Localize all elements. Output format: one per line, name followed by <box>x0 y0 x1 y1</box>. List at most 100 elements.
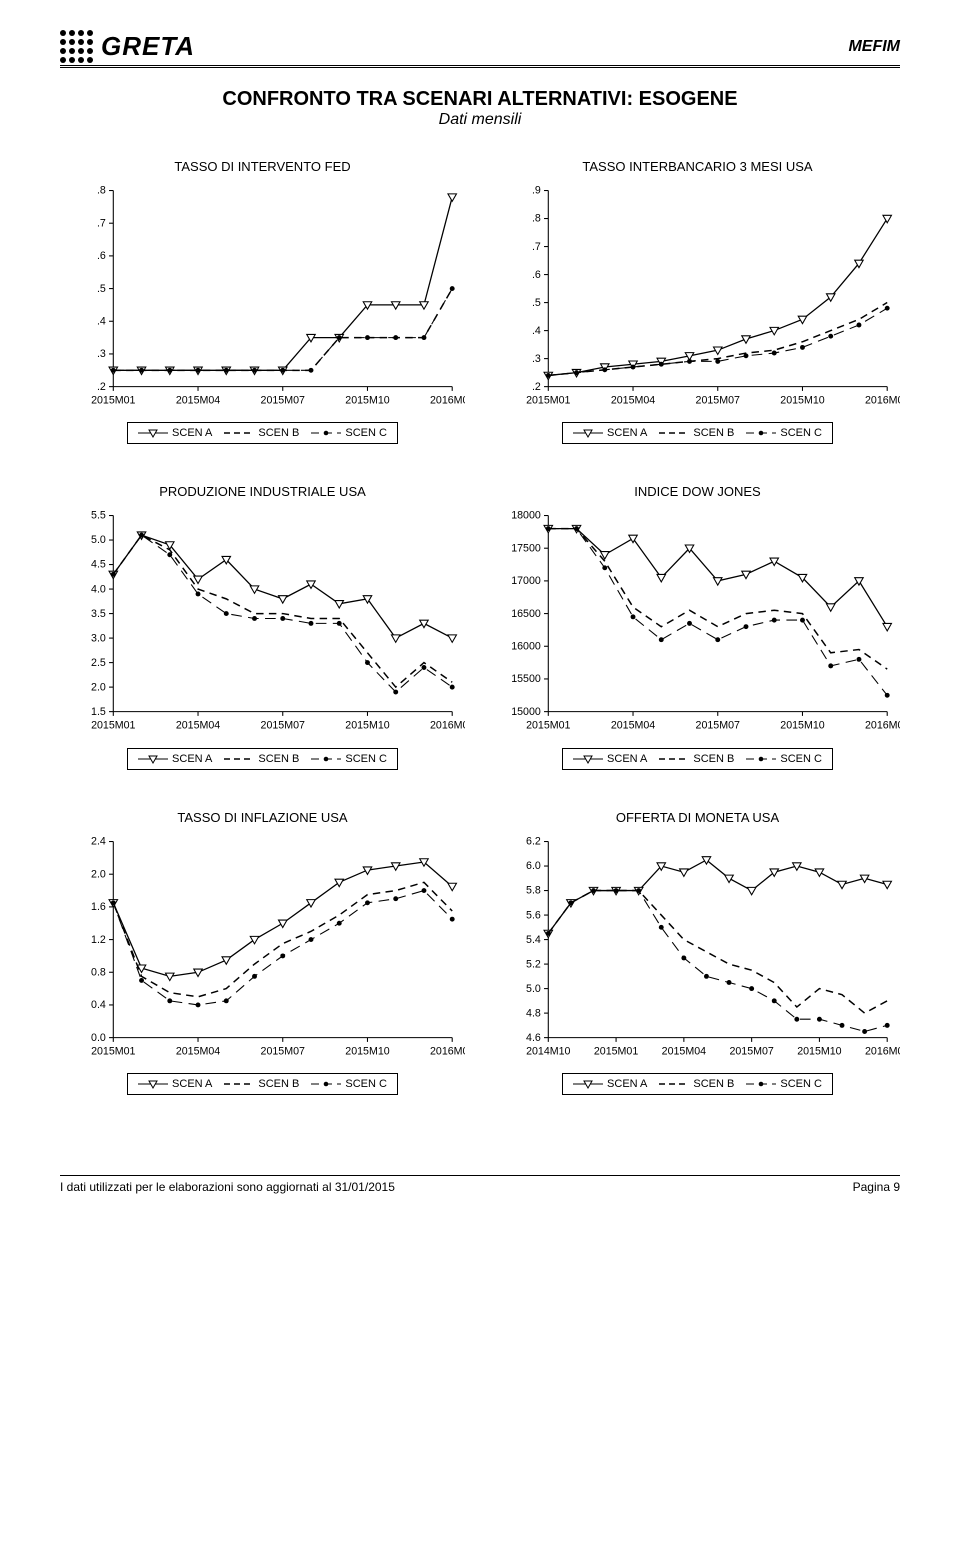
svg-text:16500: 16500 <box>511 608 541 620</box>
svg-text:2015M01: 2015M01 <box>594 1046 638 1058</box>
svg-text:2016M01: 2016M01 <box>865 395 900 407</box>
chart-c1: TASSO DI INTERVENTO FED .2.3.4.5.6.7.820… <box>60 159 465 444</box>
svg-text:2015M07: 2015M07 <box>261 720 305 732</box>
chart-legend: SCEN A SCEN B SCEN C <box>127 1073 398 1095</box>
page-title: CONFRONTO TRA SCENARI ALTERNATIVI: ESOGE… <box>60 88 900 111</box>
svg-text:.5: .5 <box>97 283 106 295</box>
legend-line-c-icon <box>311 427 341 439</box>
svg-text:17500: 17500 <box>511 543 541 555</box>
svg-text:.3: .3 <box>97 348 106 360</box>
svg-text:2015M10: 2015M10 <box>780 395 824 407</box>
svg-text:2015M10: 2015M10 <box>780 720 824 732</box>
svg-text:.4: .4 <box>97 315 106 327</box>
svg-text:2015M04: 2015M04 <box>176 395 220 407</box>
chart-legend: SCEN A SCEN B SCEN C <box>562 1073 833 1095</box>
legend-scen-c: SCEN C <box>311 427 387 439</box>
legend-scen-c: SCEN C <box>746 1078 822 1090</box>
legend-line-c-icon <box>746 753 776 765</box>
svg-text:3.0: 3.0 <box>91 633 106 645</box>
chart-c5: TASSO DI INFLAZIONE USA 0.00.40.81.21.62… <box>60 810 465 1095</box>
svg-text:2015M01: 2015M01 <box>526 395 570 407</box>
svg-text:5.8: 5.8 <box>526 885 541 897</box>
legend-line-c-icon <box>311 1078 341 1090</box>
svg-text:2015M04: 2015M04 <box>176 720 220 732</box>
svg-text:2015M07: 2015M07 <box>696 395 740 407</box>
svg-text:0.4: 0.4 <box>91 999 106 1011</box>
svg-text:.6: .6 <box>97 250 106 262</box>
legend-line-a-icon <box>573 753 603 765</box>
svg-text:.8: .8 <box>97 185 106 197</box>
svg-text:2015M07: 2015M07 <box>261 395 305 407</box>
svg-text:.5: .5 <box>532 297 541 309</box>
svg-text:2015M01: 2015M01 <box>91 1046 135 1058</box>
svg-text:2015M07: 2015M07 <box>729 1046 773 1058</box>
svg-text:5.0: 5.0 <box>526 983 541 995</box>
svg-text:16000: 16000 <box>511 641 541 653</box>
chart-title: INDICE DOW JONES <box>634 484 760 499</box>
svg-text:.4: .4 <box>532 325 541 337</box>
svg-text:6.2: 6.2 <box>526 836 541 848</box>
svg-text:17000: 17000 <box>511 576 541 588</box>
chart-title: TASSO DI INTERVENTO FED <box>174 159 350 174</box>
svg-text:15000: 15000 <box>511 706 541 718</box>
legend-line-b-icon <box>659 753 689 765</box>
svg-text:5.2: 5.2 <box>526 958 541 970</box>
chart-legend: SCEN A SCEN B SCEN C <box>562 422 833 444</box>
svg-text:2.0: 2.0 <box>91 868 106 880</box>
chart-title: TASSO INTERBANCARIO 3 MESI USA <box>582 159 812 174</box>
svg-text:2.5: 2.5 <box>91 657 106 669</box>
legend-scen-a: SCEN A <box>573 427 647 439</box>
svg-text:.6: .6 <box>532 269 541 281</box>
chart-c6: OFFERTA DI MONETA USA 4.64.85.05.25.45.6… <box>495 810 900 1095</box>
svg-text:5.0: 5.0 <box>91 535 106 547</box>
legend-scen-a: SCEN A <box>138 1078 212 1090</box>
page-footer: I dati utilizzati per le elaborazioni so… <box>60 1175 900 1194</box>
svg-text:2015M10: 2015M10 <box>797 1046 841 1058</box>
legend-line-b-icon <box>224 753 254 765</box>
svg-text:.2: .2 <box>532 381 541 393</box>
header-right: MEFIM <box>848 38 900 56</box>
svg-text:2.4: 2.4 <box>91 836 106 848</box>
legend-scen-a: SCEN A <box>573 753 647 765</box>
svg-text:2016M01: 2016M01 <box>865 1046 900 1058</box>
logo-dots-icon <box>60 30 93 63</box>
svg-text:15500: 15500 <box>511 674 541 686</box>
legend-scen-b: SCEN B <box>224 753 299 765</box>
svg-text:2015M10: 2015M10 <box>345 1046 389 1058</box>
svg-text:5.6: 5.6 <box>526 909 541 921</box>
legend-line-c-icon <box>746 427 776 439</box>
legend-line-a-icon <box>138 1078 168 1090</box>
svg-text:2016M01: 2016M01 <box>430 720 465 732</box>
chart-c4: INDICE DOW JONES 15000 15500 16000 16500 170… <box>495 484 900 769</box>
svg-text:1.6: 1.6 <box>91 901 106 913</box>
legend-line-a-icon <box>573 427 603 439</box>
chart-title: PRODUZIONE INDUSTRIALE USA <box>159 484 366 499</box>
legend-scen-a: SCEN A <box>138 753 212 765</box>
legend-line-c-icon <box>311 753 341 765</box>
svg-text:.3: .3 <box>532 353 541 365</box>
legend-scen-b: SCEN B <box>659 427 734 439</box>
legend-scen-b: SCEN B <box>224 427 299 439</box>
legend-scen-a: SCEN A <box>138 427 212 439</box>
svg-text:2015M01: 2015M01 <box>91 720 135 732</box>
svg-text:2015M01: 2015M01 <box>91 395 135 407</box>
chart-legend: SCEN A SCEN B SCEN C <box>562 748 833 770</box>
svg-text:0.0: 0.0 <box>91 1032 106 1044</box>
legend-line-c-icon <box>746 1078 776 1090</box>
svg-text:2015M04: 2015M04 <box>662 1046 706 1058</box>
logo: GRETA <box>60 30 195 63</box>
svg-text:.9: .9 <box>532 185 541 197</box>
legend-line-a-icon <box>138 427 168 439</box>
svg-text:18000: 18000 <box>511 510 541 522</box>
footer-left: I dati utilizzati per le elaborazioni so… <box>60 1180 395 1194</box>
svg-text:.8: .8 <box>532 213 541 225</box>
svg-text:0.8: 0.8 <box>91 966 106 978</box>
svg-text:2016M01: 2016M01 <box>430 395 465 407</box>
legend-scen-b: SCEN B <box>659 753 734 765</box>
legend-line-b-icon <box>659 427 689 439</box>
chart-c2: TASSO INTERBANCARIO 3 MESI USA .2 .3 .4 .5.… <box>495 159 900 444</box>
legend-scen-c: SCEN C <box>746 427 822 439</box>
svg-text:2015M04: 2015M04 <box>176 1046 220 1058</box>
svg-text:3.5: 3.5 <box>91 608 106 620</box>
svg-text:4.6: 4.6 <box>526 1032 541 1044</box>
